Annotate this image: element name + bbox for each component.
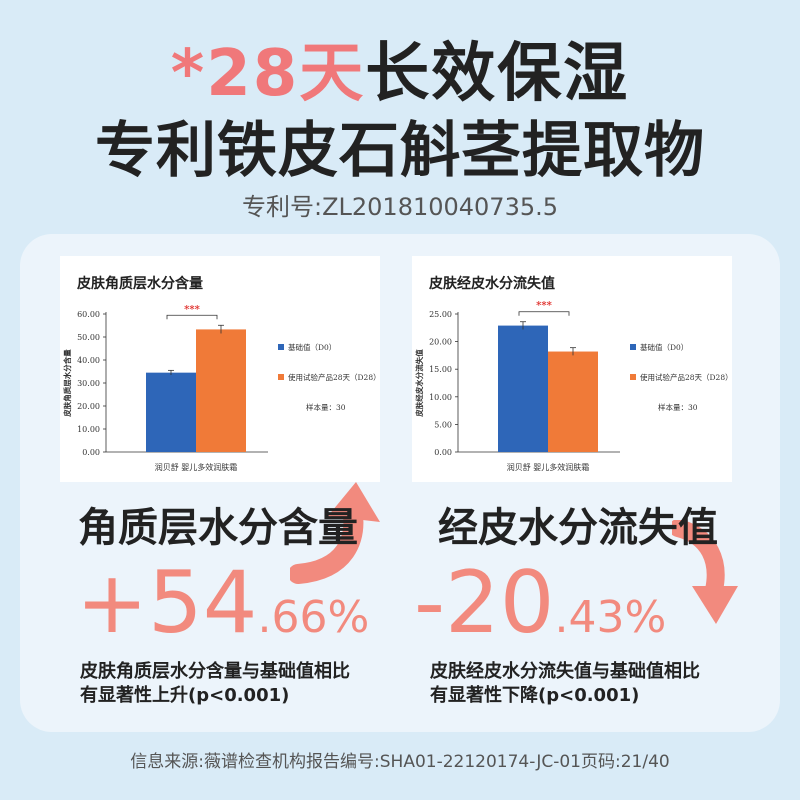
chart1-ytick-label: 30.00 <box>77 379 100 388</box>
chart2-legend-label: 使用试验产品28天（D28） <box>640 372 732 382</box>
up-arrow-icon <box>290 482 380 584</box>
chart1-ytick-label: 60.00 <box>77 310 100 319</box>
chart2-title: 皮肤经皮水分流失值 <box>428 275 555 292</box>
right-note-line1: 皮肤经皮水分流失值与基础值相比 <box>430 661 700 682</box>
subheadline: 专利铁皮石斛茎提取物 <box>95 116 705 186</box>
chart1-significance-bracket <box>166 314 218 320</box>
chart2-svg: 皮肤经皮水分流失值 0.00 5.00 10.00 15.00 20.00 25.00 皮肤经… <box>414 275 732 472</box>
right-stat-title: 经皮水分流失值 <box>438 505 718 551</box>
chart1-ylabel: 皮肤角质层水分含量 <box>62 349 72 418</box>
chart1-ytick-label: 50.00 <box>77 333 100 342</box>
chart1-ytick-label: 20.00 <box>77 402 100 411</box>
chart1-legend-swatch <box>278 344 284 350</box>
chart1-legend-label: 基础值（D0） <box>288 342 336 352</box>
right-stat-value: -20.43% <box>414 558 666 672</box>
chart1-bar-d28 <box>196 329 246 452</box>
left-stat-value-main: +54 <box>76 553 258 653</box>
chart2-bar-d0 <box>498 325 548 452</box>
chart1-legend-label: 使用试验产品28天（D28） <box>288 372 380 382</box>
right-stat-value-frac: .43% <box>554 592 667 643</box>
left-stat-note: 皮肤角质层水分含量与基础值相比 有显著性上升(p<0.001) <box>80 660 380 708</box>
chart1-xlabel: 润贝舒 婴儿多效润肤霜 <box>155 462 238 472</box>
chart2-legend-swatch <box>630 344 636 350</box>
chart2-ytick-label: 25.00 <box>429 310 452 319</box>
source-footer: 信息来源:薇谱检查机构报告编号:SHA01-22120174-JC-01页码:2… <box>130 752 670 772</box>
left-stat-value: +54.66% <box>76 558 369 672</box>
right-note-line2: 有显著性下降(p<0.001) <box>430 685 640 706</box>
chart1-ytick-label: 0.00 <box>82 448 100 457</box>
chart2-ytick-label: 0.00 <box>434 448 452 457</box>
chart1-sample-size: 样本量：30 <box>306 402 346 412</box>
chart2-sample-size: 样本量：30 <box>658 402 698 412</box>
chart2-ytick-label: 20.00 <box>429 338 452 347</box>
chart1-title: 皮肤角质层水分含量 <box>76 275 203 292</box>
chart2-ytick-label: 5.00 <box>434 420 452 429</box>
patent-number: 专利号:ZL201810040735.5 <box>241 193 559 221</box>
chart2-ytick-label: 15.00 <box>429 365 452 374</box>
left-stat-value-frac: .66% <box>257 592 370 643</box>
down-arrow-icon <box>672 520 738 624</box>
chart2-legend-label: 基础值（D0） <box>640 342 688 352</box>
chart1-svg: 皮肤角质层水分含量 0.00 10.00 20.00 30.00 40.00 50.00 60… <box>62 275 380 472</box>
headline-highlight: *28天 <box>170 37 366 111</box>
chart-stratum-corneum-hydration: 皮肤角质层水分含量 0.00 10.00 20.00 30.00 40.00 50.00 60… <box>60 256 380 482</box>
chart2-significance-stars: *** <box>536 301 552 312</box>
chart1-legend-swatch <box>278 374 284 380</box>
left-note-line2: 有显著性上升(p<0.001) <box>80 685 290 706</box>
chart1-significance-stars: *** <box>184 304 200 315</box>
chart1-ytick-label: 40.00 <box>77 356 100 365</box>
chart2-ylabel: 皮肤经皮水分流失值 <box>414 349 424 418</box>
chart2-significance-bracket <box>518 311 570 316</box>
chart2-legend-swatch <box>630 374 636 380</box>
headline: *28天长效保湿 <box>0 38 800 110</box>
left-stat-title: 角质层水分含量 <box>78 505 358 551</box>
chart2-bar-d28 <box>548 351 598 452</box>
chart1-ytick-label: 10.00 <box>77 425 100 434</box>
chart2-xlabel: 润贝舒 婴儿多效润肤霜 <box>507 462 590 472</box>
left-note-line1: 皮肤角质层水分含量与基础值相比 <box>80 661 350 682</box>
right-stat-note: 皮肤经皮水分流失值与基础值相比 有显著性下降(p<0.001) <box>430 660 730 708</box>
headline-rest: 长效保湿 <box>365 37 630 111</box>
chart1-bar-d0 <box>146 372 196 452</box>
chart2-ytick-label: 10.00 <box>429 393 452 402</box>
chart-tewl: 皮肤经皮水分流失值 0.00 5.00 10.00 15.00 20.00 25.00 皮肤经… <box>412 256 732 482</box>
right-stat-value-main: -20 <box>414 553 555 653</box>
